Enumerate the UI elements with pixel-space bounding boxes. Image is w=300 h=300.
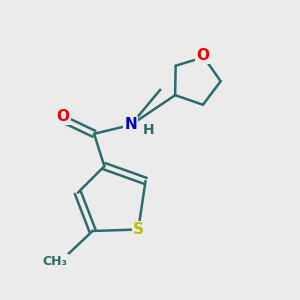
Text: H: H: [143, 123, 155, 137]
Text: CH₃: CH₃: [43, 255, 68, 268]
Text: N: N: [124, 118, 137, 133]
Text: O: O: [57, 109, 70, 124]
Text: S: S: [133, 222, 144, 237]
Text: O: O: [196, 48, 209, 63]
